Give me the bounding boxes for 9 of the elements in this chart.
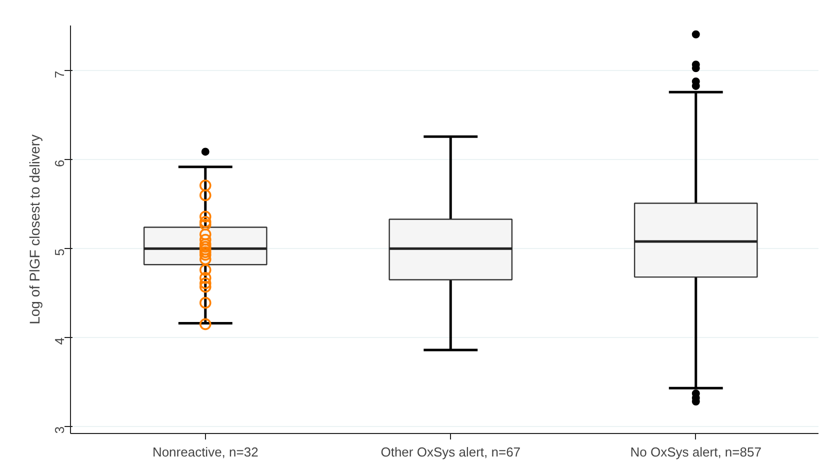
x-tick-label: No OxSys alert, n=857 [630, 444, 762, 460]
y-tick-label: 4 [52, 337, 67, 345]
x-tick-label: Nonreactive, n=32 [152, 444, 258, 460]
y-tick-label: 5 [52, 248, 67, 256]
x-tick-label: Other OxSys alert, n=67 [380, 444, 521, 460]
y-tick-label: 6 [52, 160, 67, 167]
y-tick-label: 3 [52, 426, 67, 434]
y-axis-title: Log of PlGF closest to delivery [26, 134, 42, 324]
y-tick-label: 7 [52, 70, 67, 78]
